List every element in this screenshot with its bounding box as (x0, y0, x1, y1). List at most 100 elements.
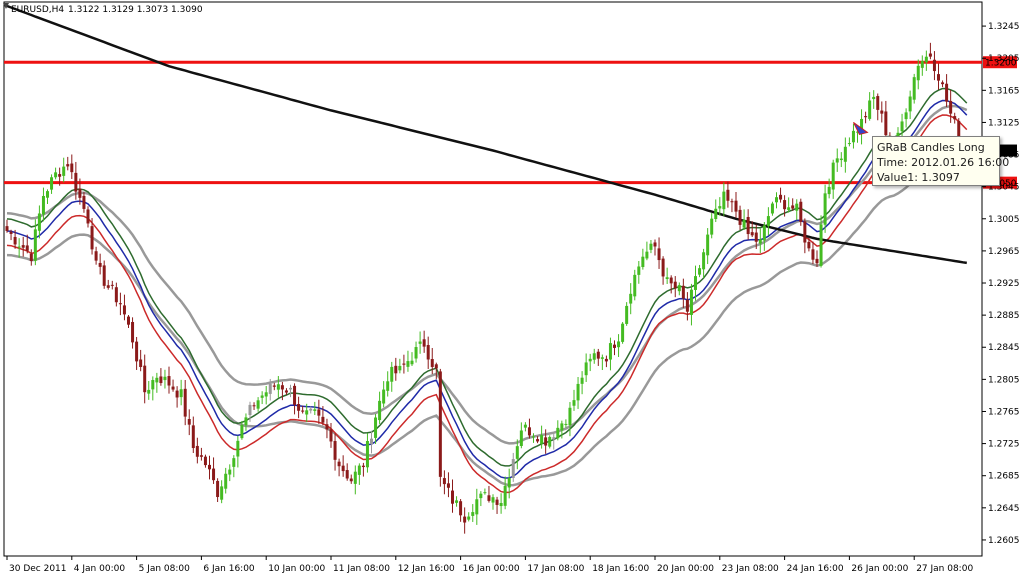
current-price-label: 1.3090 (985, 147, 1017, 157)
y-tick-label: 1.2645 (988, 504, 1020, 514)
candle-body (143, 365, 147, 393)
candle-body (677, 285, 681, 292)
candle-body (843, 146, 847, 162)
y-tick-label: 1.3125 (988, 118, 1020, 128)
candle-body (317, 409, 321, 416)
x-tick-label: 6 Jan 16:00 (203, 564, 255, 574)
candle-body (139, 359, 143, 367)
level-label-bg-0 (983, 56, 1017, 69)
sma-long-line (6, 4, 967, 265)
candle-body (66, 164, 70, 167)
candle-body (499, 502, 503, 507)
candle-body (588, 358, 592, 362)
candle-body (916, 65, 920, 81)
horizontal-levels[interactable]: 1.3200 1.3050 1.3090 (4, 56, 1017, 189)
candle-body (957, 120, 961, 142)
candle-body (171, 386, 175, 390)
candle-body (94, 251, 98, 261)
candle-body (394, 365, 398, 374)
candle-body (762, 225, 766, 241)
candle-body (471, 512, 475, 516)
candle-body (657, 248, 661, 261)
candle-body (175, 390, 179, 398)
candle-body (216, 480, 220, 498)
candle-body (702, 252, 706, 270)
candle-body (795, 203, 799, 211)
y-tick-label: 1.3205 (988, 54, 1020, 64)
candle-body (297, 404, 301, 411)
candle-body (9, 231, 13, 234)
x-tick-label: 10 Jan 00:00 (268, 564, 325, 574)
candle-body (880, 110, 884, 114)
candle-body (819, 224, 823, 266)
candle-body (276, 384, 280, 390)
candle-body (475, 499, 479, 515)
candle-body (714, 208, 718, 220)
candle-body (568, 407, 572, 426)
y-tick-label: 1.2805 (988, 375, 1020, 385)
tooltip-time: Time: 2012.01.26 16:00 (877, 156, 1010, 169)
candle-body (937, 74, 940, 81)
candle-body (694, 276, 697, 290)
candle-body (928, 53, 932, 57)
long-moving-average (6, 4, 967, 265)
y-tick-label: 1.3045 (988, 183, 1020, 193)
candle-body (949, 100, 953, 114)
candle-body (46, 191, 49, 198)
candle-body (519, 430, 523, 446)
candle-body (945, 83, 949, 102)
candle-body (224, 473, 228, 489)
x-tick-label: 12 Jan 16:00 (398, 564, 455, 574)
candle-body (29, 253, 33, 262)
ema-gray-upper-line (6, 104, 968, 445)
candle-body (195, 445, 199, 457)
candle-body (908, 96, 912, 112)
candle-body (284, 390, 288, 393)
candle-body (463, 516, 467, 523)
candle-body (345, 470, 349, 479)
candle-body (665, 277, 669, 280)
candle-body (811, 249, 815, 260)
candle-body (398, 365, 402, 371)
candle-body (815, 258, 819, 264)
candle-body (584, 362, 588, 376)
candle-body (232, 458, 236, 467)
tooltip-value: Value1: 1.3097 (877, 171, 960, 184)
candle-body (199, 455, 203, 457)
candle-body (37, 213, 41, 231)
candle-body (240, 424, 244, 439)
candle-body (305, 410, 309, 415)
candle-body (503, 485, 507, 506)
candle-body (754, 232, 758, 242)
candle-body (5, 226, 9, 231)
candle-body (86, 209, 90, 224)
candle-body (361, 465, 365, 468)
candle-body (734, 200, 738, 212)
chart-grid (3, 1, 983, 557)
candle-body (13, 236, 17, 245)
candle-body (25, 245, 29, 251)
candle-body (135, 341, 139, 362)
candle-body (552, 437, 556, 440)
candle-body (70, 163, 74, 173)
candlestick-series[interactable] (5, 42, 969, 534)
candle-body (187, 419, 191, 425)
candle-body (669, 277, 673, 284)
candle-body (333, 441, 337, 460)
candle-body (564, 423, 568, 425)
candle-body (495, 499, 499, 505)
candle-body (596, 351, 600, 359)
candle-body (860, 118, 864, 134)
candle-body (876, 96, 880, 110)
candle-body (203, 456, 207, 466)
x-tick-label: 26 Jan 00:00 (851, 564, 908, 574)
candle-body (560, 423, 564, 431)
candle-body (260, 395, 264, 398)
candle-body (746, 216, 750, 235)
candle-body (851, 130, 855, 143)
y-tick-label: 1.2885 (988, 311, 1020, 321)
candle-body (353, 471, 357, 484)
candle-body (382, 389, 386, 404)
